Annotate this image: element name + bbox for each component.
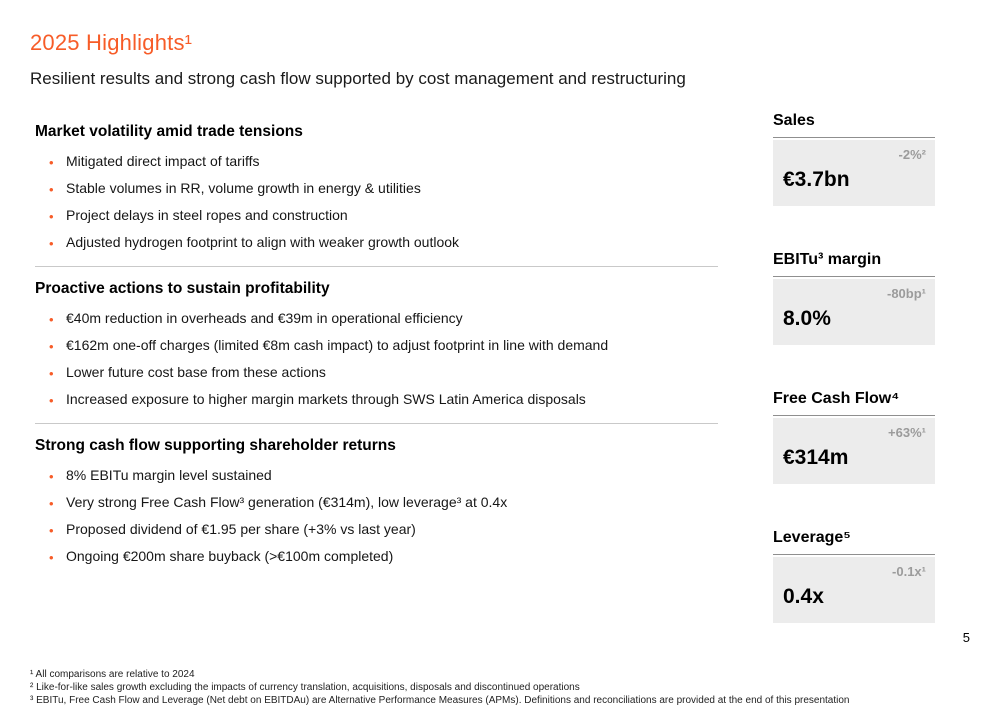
bullet-list: Mitigated direct impact of tariffs Stabl… [35,153,718,251]
kpi-delta: -80bp¹ [887,286,926,301]
footnote: ³ EBITu, Free Cash Flow and Leverage (Ne… [30,695,850,706]
section-heading: Proactive actions to sustain profitabili… [35,280,330,297]
kpi-value: 8.0% [783,307,831,330]
list-item: Project delays in steel ropes and constr… [35,207,718,224]
bullet-icon [35,310,66,327]
kpi-card: -2%² €3.7bn [773,140,935,206]
list-item: Lower future cost base from these action… [35,364,718,381]
footnote: ¹ All comparisons are relative to 2024 [30,669,195,680]
list-item: 8% EBITu margin level sustained [35,467,718,484]
bullet-list: 8% EBITu margin level sustained Very str… [35,467,718,565]
kpi-sales: Sales -2%² €3.7bn [773,112,935,206]
list-item: Stable volumes in RR, volume growth in e… [35,180,718,197]
bullet-list: €40m reduction in overheads and €39m in … [35,310,718,408]
slide-content: Market volatility amid trade tensions Mi… [30,112,970,668]
kpi-ebitu-margin: EBITu³ margin -80bp¹ 8.0% [773,251,935,345]
kpi-label: EBITu³ margin [773,251,935,277]
section-divider [35,266,718,267]
kpi-value: €314m [783,446,849,469]
kpi-value: €3.7bn [783,168,850,191]
list-item: Increased exposure to higher margin mark… [35,391,718,408]
bullet-text: 8% EBITu margin level sustained [66,467,272,483]
list-item: Mitigated direct impact of tariffs [35,153,718,170]
bullet-text: €40m reduction in overheads and €39m in … [66,310,463,326]
section-cash-flow-returns: Strong cash flow supporting shareholder … [35,437,718,565]
list-item: Adjusted hydrogen footprint to align wit… [35,234,718,251]
bullet-icon [35,467,66,484]
bullet-icon [35,207,66,224]
page-subtitle: Resilient results and strong cash flow s… [30,69,686,88]
bullet-text: €162m one-off charges (limited €8m cash … [66,337,609,353]
section-market-volatility: Market volatility amid trade tensions Mi… [35,123,718,251]
highlights-column: Market volatility amid trade tensions Mi… [30,112,718,668]
bullet-icon [35,521,66,538]
kpi-label: Leverage⁵ [773,529,935,555]
kpi-free-cash-flow: Free Cash Flow⁴ +63%¹ €314m [773,390,935,484]
bullet-text: Adjusted hydrogen footprint to align wit… [66,234,460,250]
list-item: €162m one-off charges (limited €8m cash … [35,337,718,354]
kpi-label: Free Cash Flow⁴ [773,390,935,416]
section-heading: Market volatility amid trade tensions [35,123,303,140]
kpi-card: -0.1x¹ 0.4x [773,557,935,623]
bullet-text: Stable volumes in RR, volume growth in e… [66,180,421,196]
kpi-delta: -2%² [898,147,926,162]
bullet-text: Very strong Free Cash Flow³ generation (… [66,494,508,510]
list-item: €40m reduction in overheads and €39m in … [35,310,718,327]
page-number: 5 [962,630,970,645]
bullet-icon [35,391,66,408]
bullet-icon [35,234,66,251]
kpi-card: -80bp¹ 8.0% [773,279,935,345]
footnote: ² Like-for-like sales growth excluding t… [30,682,580,693]
kpi-delta: +63%¹ [888,425,926,440]
list-item: Ongoing €200m share buyback (>€100m comp… [35,548,718,565]
slide: 2025 Highlights¹ Resilient results and s… [0,0,1000,685]
bullet-icon [35,337,66,354]
bullet-icon [35,180,66,197]
bullet-icon [35,494,66,511]
section-proactive-actions: Proactive actions to sustain profitabili… [35,280,718,408]
bullet-icon [35,364,66,381]
kpi-delta: -0.1x¹ [892,564,926,579]
bullet-text: Lower future cost base from these action… [66,364,326,380]
bullet-text: Proposed dividend of €1.95 per share (+3… [66,521,416,537]
kpi-label: Sales [773,112,935,138]
section-heading: Strong cash flow supporting shareholder … [35,437,396,454]
bullet-text: Project delays in steel ropes and constr… [66,207,348,223]
bullet-text: Increased exposure to higher margin mark… [66,391,586,407]
kpi-value: 0.4x [783,585,824,608]
bullet-icon [35,153,66,170]
section-divider [35,423,718,424]
kpi-column: Sales -2%² €3.7bn EBITu³ margin -80bp¹ 8… [773,112,935,668]
page-title: 2025 Highlights¹ [30,30,193,55]
bullet-text: Mitigated direct impact of tariffs [66,153,260,169]
list-item: Proposed dividend of €1.95 per share (+3… [35,521,718,538]
bullet-icon [35,548,66,565]
kpi-leverage: Leverage⁵ -0.1x¹ 0.4x [773,529,935,623]
bullet-text: Ongoing €200m share buyback (>€100m comp… [66,548,394,564]
footnotes: ¹ All comparisons are relative to 2024 ²… [30,668,970,707]
list-item: Very strong Free Cash Flow³ generation (… [35,494,718,511]
kpi-card: +63%¹ €314m [773,418,935,484]
